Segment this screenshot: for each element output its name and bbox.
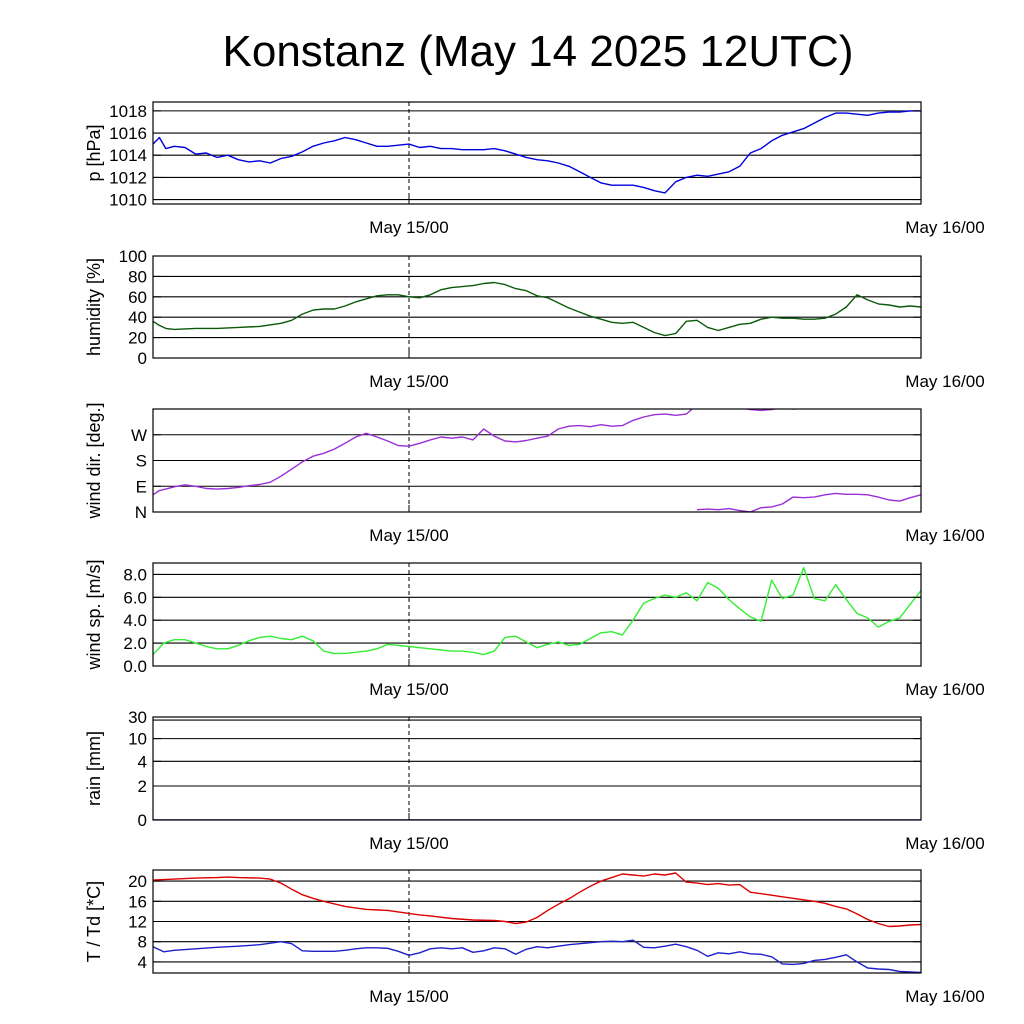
ylabel-3: wind sp. [m/s] [84,559,104,670]
xtick-label-3-1: May 16/00 [905,680,984,699]
xtick-label-2-0: May 15/00 [369,526,448,545]
xtick-label-2-1: May 16/00 [905,526,984,545]
ytick-label-4-1: 2 [138,777,147,796]
series-line-2-2 [696,492,921,512]
xtick-label-3-0: May 15/00 [369,680,448,699]
ylabel-2: wind dir. [deg.] [84,402,104,519]
ytick-label-1-1: 20 [128,329,147,348]
xtick-label-0-1: May 16/00 [905,218,984,237]
ytick-label-4-2: 4 [138,752,147,771]
ytick-label-2-0: N [135,503,147,522]
ytick-label-2-2: S [136,452,147,471]
ytick-label-0-4: 1018 [109,102,147,121]
series-line-3-0 [153,566,921,656]
xtick-label-1-0: May 15/00 [369,372,448,391]
ytick-label-4-0: 0 [138,811,147,830]
ytick-label-1-0: 0 [138,349,147,368]
ytick-label-0-3: 1016 [109,124,147,143]
ylabel-0: p [hPa] [84,124,104,181]
ytick-label-3-2: 4.0 [123,611,147,630]
ytick-label-3-0: 0.0 [123,657,147,676]
ytick-label-0-0: 1010 [109,191,147,210]
series-line-0-0 [153,110,921,194]
series-line-1-0 [153,281,921,337]
xtick-label-5-1: May 16/00 [905,987,984,1006]
series-line-5-1 [153,939,921,973]
xtick-label-5-0: May 15/00 [369,987,448,1006]
series-line-2-0 [153,409,694,496]
ylabel-4: rain [mm] [84,731,104,806]
series-line-2-1 [743,409,805,412]
ytick-label-4-4: 30 [128,708,147,727]
ytick-label-3-1: 2.0 [123,634,147,653]
ytick-label-3-3: 6.0 [123,588,147,607]
ytick-label-2-1: E [136,477,147,496]
xtick-label-0-0: May 15/00 [369,218,448,237]
ytick-label-0-1: 1012 [109,168,147,187]
panel-0: 1010 1012 1014 1016 1018 May 15/00 May 16/00 p … [84,101,985,237]
ytick-label-5-3: 16 [128,892,147,911]
xtick-label-1-1: May 16/00 [905,372,984,391]
panel-4: 0 2 4 10 30 May 15/00 May 16/00 rain [mm] [84,708,985,853]
ytick-label-5-2: 12 [128,913,147,932]
ytick-label-2-3: W [131,426,147,445]
ytick-label-3-4: 8.0 [123,565,147,584]
ylabel-1: humidity [%] [84,258,104,356]
panel-frame-0 [152,101,922,205]
panel-frame-3 [152,562,922,667]
ytick-label-0-2: 1014 [109,146,147,165]
panel-frame-1 [152,255,922,359]
xtick-label-4-1: May 16/00 [905,834,984,853]
ytick-label-1-5: 100 [119,247,147,266]
chart-title: Konstanz (May 14 2025 12UTC) [223,27,854,76]
ytick-label-5-0: 4 [138,953,147,972]
xtick-label-4-0: May 15/00 [369,834,448,853]
series-line-5-0 [153,872,921,928]
ytick-label-5-1: 8 [138,933,147,952]
panel-3: 0.0 2.0 4.0 6.0 8.0 May 15/00 May 16/00 wind sp… [84,559,985,699]
ytick-label-1-3: 60 [128,288,147,307]
panel-frame-4 [152,716,922,821]
ytick-label-1-2: 40 [128,308,147,327]
ytick-label-4-3: 10 [128,730,147,749]
ylabel-5: T / Td [*C] [84,881,104,962]
ytick-label-5-4: 20 [128,872,147,891]
ytick-label-1-4: 80 [128,267,147,286]
